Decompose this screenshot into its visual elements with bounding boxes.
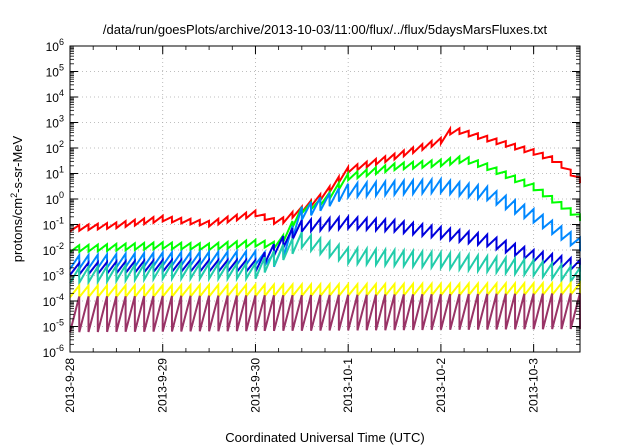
y-tick-label: 10-6 (43, 343, 64, 360)
y-tick-label: 100 (46, 190, 64, 207)
y-axis-label-sup: 2 (9, 193, 19, 198)
x-tick-label: 2013-10-2 (434, 358, 448, 413)
chart-title: /data/run/goesPlots/archive/2013-10-03/1… (103, 22, 548, 37)
y-tick-label: 105 (46, 63, 64, 80)
y-tick-label: 103 (46, 114, 64, 131)
y-tick-label: 104 (46, 88, 64, 105)
y-tick-label: 10-1 (43, 216, 64, 233)
y-tick-labels: 10-6 10-5 10-4 10-3 10-2 10-1 100 101 102 103 104 1… (43, 37, 64, 360)
y-tick-label: 10-3 (43, 267, 64, 284)
series-line-2 (69, 154, 581, 254)
x-tick-label: 2013-10-3 (527, 358, 541, 413)
x-tick-label: 2013-9-30 (248, 358, 262, 413)
y-axis-label-post: -s-sr-MeV (10, 135, 25, 192)
y-tick-label: 10-5 (43, 318, 64, 335)
y-tick-label: 10-4 (43, 292, 64, 309)
y-tick-label: 101 (46, 165, 64, 182)
y-tick-label: 102 (46, 139, 64, 156)
y-tick-label: 106 (46, 37, 64, 54)
y-tick-label: 10-2 (43, 241, 64, 258)
tick-marks (69, 45, 580, 353)
series-line-1 (69, 125, 581, 233)
x-axis-label: Coordinated Universal Time (UTC) (225, 430, 424, 445)
series-line-4 (69, 213, 581, 278)
series-line-7 (69, 293, 581, 333)
y-axis-label-pre: protons/cm (10, 198, 25, 262)
series-line-5 (69, 231, 581, 287)
x-tick-label: 2013-9-28 (63, 358, 77, 413)
series-line-3 (69, 175, 581, 272)
x-tick-labels: 2013-9-28 2013-9-29 2013-9-30 2013-10-1 2013… (63, 358, 541, 413)
y-axis-label: protons/cm2-s-sr-MeV (9, 135, 25, 262)
series-group (69, 125, 581, 333)
x-tick-label: 2013-9-29 (156, 358, 170, 413)
series-line-6 (69, 280, 581, 301)
x-tick-label: 2013-10-1 (341, 358, 355, 413)
